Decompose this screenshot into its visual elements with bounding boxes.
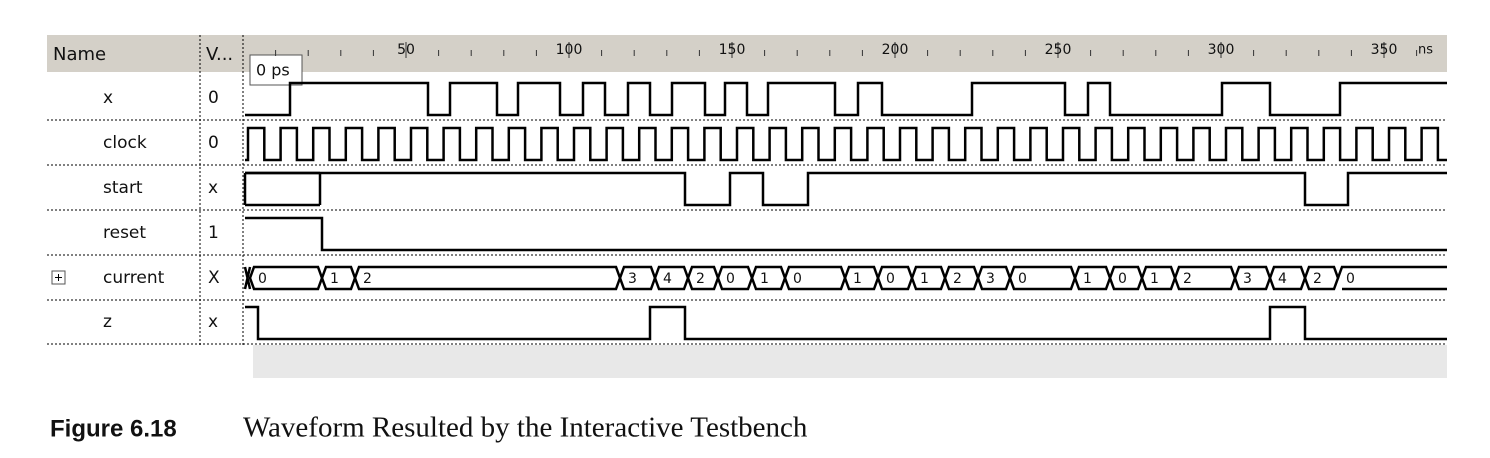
ruler-label: 150 xyxy=(719,42,746,58)
signal-value: 0 xyxy=(208,133,219,153)
bus-value: 0 xyxy=(726,271,735,287)
ruler-label: 250 xyxy=(1045,42,1072,58)
bus-value: 0 xyxy=(886,271,895,287)
name-header: Name xyxy=(53,44,106,65)
signal-name: current xyxy=(103,268,165,288)
bus-value: 1 xyxy=(330,271,339,287)
bus-value: 4 xyxy=(1278,271,1287,287)
ruler-label: 350 xyxy=(1371,42,1398,58)
wave-z xyxy=(245,305,1447,341)
bus-segment xyxy=(353,265,622,291)
cursor-box xyxy=(249,54,303,86)
bus-value: 2 xyxy=(363,271,372,287)
signal-value: 0 xyxy=(208,88,219,108)
bus-value: 0 xyxy=(1018,271,1027,287)
bus-value: 0 xyxy=(1346,271,1355,287)
wave-x xyxy=(245,81,1447,117)
bus-segment xyxy=(876,265,914,291)
bus-value: 2 xyxy=(696,271,705,287)
signal-value: X xyxy=(208,268,220,288)
signal-value: x xyxy=(208,178,218,198)
ruler-label: 50 xyxy=(397,42,415,58)
signal-value: 1 xyxy=(208,223,219,243)
bus-value: 1 xyxy=(1150,271,1159,287)
signal-name: start xyxy=(103,178,143,198)
bus-segment xyxy=(1336,265,1447,291)
signal-name: z xyxy=(103,312,112,332)
ruler-label: 200 xyxy=(882,42,909,58)
expand-icon xyxy=(55,274,62,281)
bus-value: 1 xyxy=(760,271,769,287)
bus-segment xyxy=(1233,265,1272,291)
bus-value: 4 xyxy=(663,271,672,287)
wave-start xyxy=(245,171,1447,207)
signal-value: x xyxy=(208,312,218,332)
bus-value: 0 xyxy=(793,271,802,287)
bus-value: 2 xyxy=(1313,271,1322,287)
bus-value: 1 xyxy=(920,271,929,287)
time-unit: ns xyxy=(1418,43,1433,58)
signal-name: x xyxy=(103,88,113,108)
bus-segment xyxy=(1268,265,1307,291)
wave-start-init xyxy=(243,173,322,205)
bus-segment xyxy=(618,265,657,291)
bus-value: 1 xyxy=(853,271,862,287)
signal-name: clock xyxy=(103,133,147,153)
wave-clock xyxy=(245,126,1447,162)
bus-segment xyxy=(716,265,754,291)
ruler-label: 100 xyxy=(556,42,583,58)
bus-segment xyxy=(1073,265,1112,291)
bus-value: 3 xyxy=(986,271,995,287)
ruler-label: 300 xyxy=(1208,42,1235,58)
bus-value: 3 xyxy=(628,271,637,287)
bus-value: 1 xyxy=(1083,271,1092,287)
wave-reset xyxy=(245,216,1447,252)
bus-value: 0 xyxy=(1118,271,1127,287)
signal-name: reset xyxy=(103,223,146,243)
caption-label: Figure 6.18 xyxy=(50,415,177,442)
bus-value: 2 xyxy=(1183,271,1192,287)
value-header: V... xyxy=(206,44,233,65)
bus-value: 0 xyxy=(258,271,267,287)
bus-value: 3 xyxy=(1243,271,1252,287)
bus-value: 2 xyxy=(953,271,962,287)
scroll-area xyxy=(253,345,1447,378)
unknown-box xyxy=(245,171,320,207)
caption-text: Waveform Resulted by the Interactive Tes… xyxy=(243,412,808,444)
bus-init xyxy=(243,266,252,290)
cursor-label: 0 ps xyxy=(256,61,290,80)
